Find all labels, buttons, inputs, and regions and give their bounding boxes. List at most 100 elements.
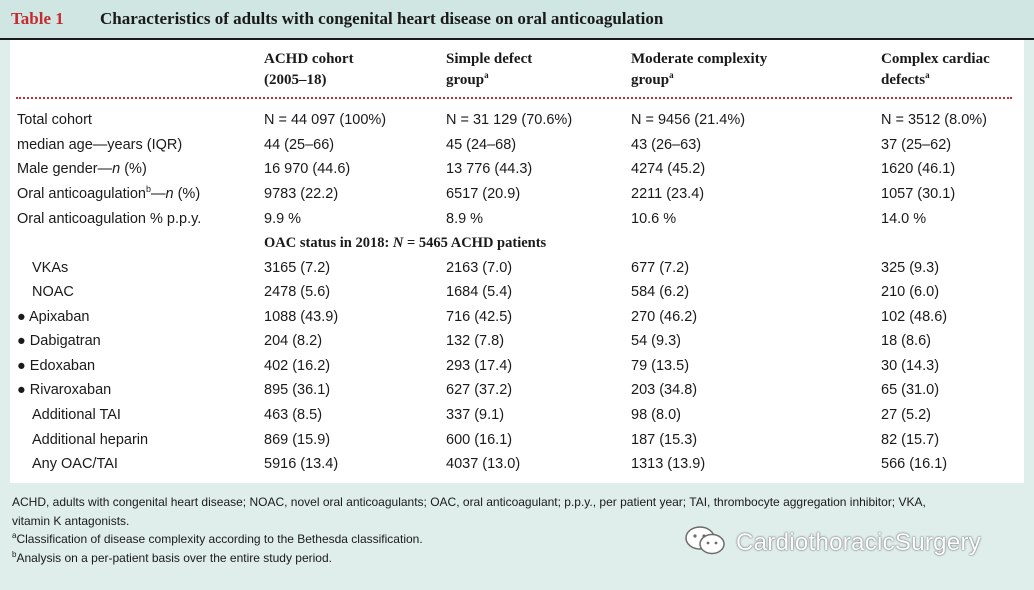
cell: 463 (8.5) [264, 407, 323, 423]
cell: 5916 (13.4) [264, 456, 339, 472]
header-complex-defects: Complex cardiac defectsa [881, 51, 990, 88]
cell: 584 (6.2) [631, 284, 690, 300]
cell: 2211 (23.4) [631, 186, 705, 202]
table-row: Additional heparin 869 (15.9) 600 (16.1)… [10, 428, 1024, 452]
cell: 65 (31.0) [881, 382, 940, 398]
row-label: ● Apixaban [17, 309, 90, 325]
row-label: median age—years (IQR) [17, 137, 183, 153]
cell: 30 (14.3) [881, 358, 940, 374]
table-row: Male gender—n (%) 16 970 (44.6) 13 776 (… [10, 157, 1024, 181]
header-moderate-complexity: Moderate complexity groupa [631, 51, 768, 88]
cell: 600 (16.1) [446, 432, 513, 448]
cell: 10.6 % [631, 211, 677, 227]
cell: 210 (6.0) [881, 284, 940, 300]
header-achd-cohort: ACHD cohort (2005–18) [264, 51, 354, 88]
cell: 98 (8.0) [631, 407, 681, 423]
cell: 1088 (43.9) [264, 309, 339, 325]
cell: 37 (25–62) [881, 137, 952, 153]
table-row: Any OAC/TAI 5916 (13.4) 4037 (13.0) 1313… [10, 452, 1024, 476]
table-number: Table 1 [11, 9, 64, 28]
cell: 337 (9.1) [446, 407, 505, 423]
table-row: ● Rivaroxaban 895 (36.1) 627 (37.2) 203 … [10, 378, 1024, 402]
table-row: Total cohort N = 44 097 (100%) N = 31 12… [10, 108, 1024, 132]
row-label: ● Edoxaban [17, 358, 96, 374]
table-row: Oral anticoagulationb—n (%) 9783 (22.2) … [10, 182, 1024, 206]
cell: N = 44 097 (100%) [264, 112, 387, 128]
cell: 2478 (5.6) [264, 284, 331, 300]
cell: 895 (36.1) [264, 382, 331, 398]
cell: 677 (7.2) [631, 260, 690, 276]
cell: 270 (46.2) [631, 309, 698, 325]
cell: 27 (5.2) [881, 407, 931, 423]
cell: 102 (48.6) [881, 309, 948, 325]
row-label: Total cohort [17, 112, 92, 128]
row-label: Male gender—n (%) [17, 161, 147, 177]
table-row: NOAC 2478 (5.6) 1684 (5.4) 584 (6.2) 210… [10, 280, 1024, 304]
cell: N = 9456 (21.4%) [631, 112, 746, 128]
cell: 1620 (46.1) [881, 161, 956, 177]
table-row: Additional TAI 463 (8.5) 337 (9.1) 98 (8… [10, 403, 1024, 427]
cell: 187 (15.3) [631, 432, 698, 448]
watermark: CardiothoracicSurgery [684, 525, 1014, 562]
cell: 204 (8.2) [264, 333, 323, 349]
cell: 82 (15.7) [881, 432, 940, 448]
cell: 3165 (7.2) [264, 260, 331, 276]
cell: 79 (13.5) [631, 358, 690, 374]
footnote-a: aClassification of disease complexity ac… [12, 531, 423, 547]
cell: 6517 (20.9) [446, 186, 521, 202]
cell: 9.9 % [264, 211, 302, 227]
header-divider [16, 97, 1012, 99]
cell: 43 (26–63) [631, 137, 702, 153]
footnote-abbreviations: ACHD, adults with congenital heart disea… [12, 495, 926, 509]
cell: 8.9 % [446, 211, 484, 227]
cell: 566 (16.1) [881, 456, 948, 472]
cell: 325 (9.3) [881, 260, 940, 276]
wechat-icon [684, 525, 728, 562]
row-label: Additional heparin [32, 432, 149, 448]
table-row: ● Edoxaban 402 (16.2) 293 (17.4) 79 (13.… [10, 354, 1024, 378]
cell: 13 776 (44.3) [446, 161, 533, 177]
cell: 293 (17.4) [446, 358, 513, 374]
cell: 1684 (5.4) [446, 284, 513, 300]
cell: 9783 (22.2) [264, 186, 339, 202]
row-label: Additional TAI [32, 407, 121, 423]
cell: 2163 (7.0) [446, 260, 513, 276]
watermark-text: CardiothoracicSurgery [736, 529, 982, 556]
cell: 1313 (13.9) [631, 456, 706, 472]
row-label: Oral anticoagulation % p.p.y. [17, 211, 202, 227]
row-label: NOAC [32, 284, 74, 300]
cell: N = 31 129 (70.6%) [446, 112, 573, 128]
table-footnotes: ACHD, adults with congenital heart disea… [12, 493, 1024, 567]
cell: 4274 (45.2) [631, 161, 706, 177]
cell: N = 3512 (8.0%) [881, 112, 987, 128]
section-heading-oac-status: OAC status in 2018: N = 5465 ACHD patien… [264, 235, 547, 251]
cell: 716 (42.5) [446, 309, 513, 325]
cell: 132 (7.8) [446, 333, 505, 349]
row-label: ● Dabigatran [17, 333, 101, 349]
footnote-b: bAnalysis on a per-patient basis over th… [12, 549, 332, 565]
table-row: ● Dabigatran 204 (8.2) 132 (7.8) 54 (9.3… [10, 329, 1024, 353]
cell: 402 (16.2) [264, 358, 331, 374]
table-title-bar: Table 1 Characteristics of adults with c… [0, 0, 1034, 40]
cell: 4037 (13.0) [446, 456, 521, 472]
row-label: ● Rivaroxaban [17, 382, 112, 398]
row-label: Any OAC/TAI [32, 456, 118, 472]
cell: 1057 (30.1) [881, 186, 956, 202]
row-label: VKAs [32, 260, 69, 276]
cell: 627 (37.2) [446, 382, 513, 398]
cell: 869 (15.9) [264, 432, 331, 448]
table-title: Characteristics of adults with congenita… [100, 9, 664, 28]
table-row: ● Apixaban 1088 (43.9) 716 (42.5) 270 (4… [10, 305, 1024, 329]
footnote-abbreviations-cont: vitamin K antagonists. [12, 513, 130, 528]
cell: 14.0 % [881, 211, 927, 227]
cell: 16 970 (44.6) [264, 161, 351, 177]
table-row: median age—years (IQR) 44 (25–66) 45 (24… [10, 133, 1024, 157]
data-table: ACHD cohort (2005–18) Simple defect grou… [10, 40, 1024, 483]
cell: 45 (24–68) [446, 137, 517, 153]
cell: 203 (34.8) [631, 382, 698, 398]
row-label: Oral anticoagulationb—n (%) [17, 184, 201, 202]
cell: 18 (8.6) [881, 333, 931, 349]
cell: 54 (9.3) [631, 333, 681, 349]
table-row: Oral anticoagulation % p.p.y. 9.9 % 8.9 … [10, 207, 1024, 231]
cell: 44 (25–66) [264, 137, 335, 153]
